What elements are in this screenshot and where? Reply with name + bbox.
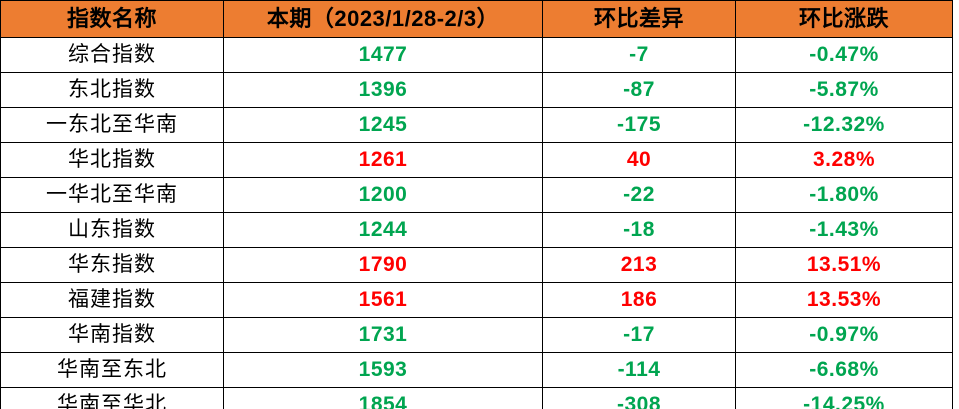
- cell-index-name: 山东指数: [0, 212, 224, 248]
- header-row: 指数名称 本期（2023/1/28-2/3） 环比差异 环比涨跌: [0, 0, 953, 38]
- cell-mom-change-pct: -1.80%: [735, 177, 953, 213]
- table-header: 指数名称 本期（2023/1/28-2/3） 环比差异 环比涨跌: [0, 0, 953, 38]
- table-row: 综合指数 1477 -7 -0.47%: [0, 37, 953, 73]
- table-body: 综合指数 1477 -7 -0.47% 东北指数 1396 -87 -5.87% 一东北至华南 1…: [0, 37, 953, 409]
- cell-index-name: 华南至华北: [0, 387, 224, 409]
- column-header-current-period: 本期（2023/1/28-2/3）: [223, 0, 543, 38]
- cell-mom-change-pct: 3.28%: [735, 142, 953, 178]
- cell-mom-change-pct: 13.53%: [735, 282, 953, 318]
- column-header-index-name: 指数名称: [0, 0, 224, 38]
- cell-mom-difference: -18: [542, 212, 736, 248]
- cell-mom-change-pct: -12.32%: [735, 107, 953, 143]
- table-row: 福建指数 1561 186 13.53%: [0, 282, 953, 318]
- cell-mom-change-pct: -1.43%: [735, 212, 953, 248]
- cell-mom-change-pct: -14.25%: [735, 387, 953, 409]
- cell-current-value: 1593: [223, 352, 543, 388]
- cell-current-value: 1790: [223, 247, 543, 283]
- cell-index-name: 综合指数: [0, 37, 224, 73]
- cell-mom-difference: 40: [542, 142, 736, 178]
- cell-mom-change-pct: -0.47%: [735, 37, 953, 73]
- cell-mom-change-pct: -0.97%: [735, 317, 953, 353]
- cell-mom-difference: -7: [542, 37, 736, 73]
- table-row: 华北指数 1261 40 3.28%: [0, 142, 953, 178]
- cell-mom-difference: -22: [542, 177, 736, 213]
- cell-current-value: 1561: [223, 282, 543, 318]
- cell-current-value: 1200: [223, 177, 543, 213]
- cell-mom-difference: -175: [542, 107, 736, 143]
- cell-index-name: 华北指数: [0, 142, 224, 178]
- cell-current-value: 1245: [223, 107, 543, 143]
- cell-current-value: 1396: [223, 72, 543, 108]
- cell-index-name: 东北指数: [0, 72, 224, 108]
- cell-mom-change-pct: -6.68%: [735, 352, 953, 388]
- table-row: 一华北至华南 1200 -22 -1.80%: [0, 177, 953, 213]
- cell-index-name: 福建指数: [0, 282, 224, 318]
- table-row: 华南指数 1731 -17 -0.97%: [0, 317, 953, 353]
- cell-current-value: 1731: [223, 317, 543, 353]
- cell-index-name: 一东北至华南: [0, 107, 224, 143]
- cell-index-name: 华东指数: [0, 247, 224, 283]
- cell-index-name: 华南指数: [0, 317, 224, 353]
- cell-mom-difference: -308: [542, 387, 736, 409]
- cell-mom-difference: -114: [542, 352, 736, 388]
- table-row: 华南至东北 1593 -114 -6.68%: [0, 352, 953, 388]
- cell-index-name: 一华北至华南: [0, 177, 224, 213]
- cell-current-value: 1244: [223, 212, 543, 248]
- table-row: 山东指数 1244 -18 -1.43%: [0, 212, 953, 248]
- cell-mom-change-pct: -5.87%: [735, 72, 953, 108]
- cell-mom-difference: 186: [542, 282, 736, 318]
- table-row: 东北指数 1396 -87 -5.87%: [0, 72, 953, 108]
- cell-current-value: 1477: [223, 37, 543, 73]
- table-row: 一东北至华南 1245 -175 -12.32%: [0, 107, 953, 143]
- cell-mom-difference: 213: [542, 247, 736, 283]
- cell-current-value: 1854: [223, 387, 543, 409]
- table-row: 华东指数 1790 213 13.51%: [0, 247, 953, 283]
- cell-current-value: 1261: [223, 142, 543, 178]
- column-header-mom-change-pct: 环比涨跌: [735, 0, 953, 38]
- table-row: 华南至华北 1854 -308 -14.25%: [0, 387, 953, 409]
- cell-mom-difference: -17: [542, 317, 736, 353]
- cell-mom-difference: -87: [542, 72, 736, 108]
- column-header-mom-difference: 环比差异: [542, 0, 736, 38]
- cell-mom-change-pct: 13.51%: [735, 247, 953, 283]
- cell-index-name: 华南至东北: [0, 352, 224, 388]
